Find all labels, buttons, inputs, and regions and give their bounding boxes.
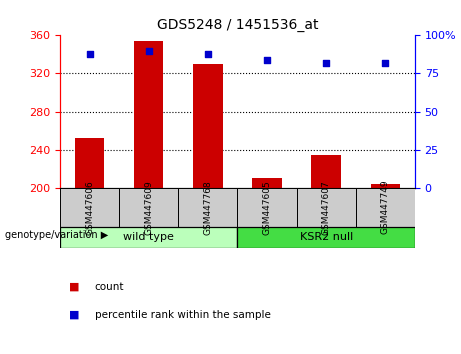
Point xyxy=(322,60,330,65)
Point xyxy=(263,57,271,63)
Text: count: count xyxy=(95,282,124,292)
Bar xyxy=(311,155,341,188)
Bar xyxy=(178,188,237,227)
Bar xyxy=(237,188,296,227)
Bar xyxy=(193,64,223,188)
Title: GDS5248 / 1451536_at: GDS5248 / 1451536_at xyxy=(157,18,318,32)
Bar xyxy=(119,188,178,227)
Bar xyxy=(75,138,104,188)
Text: ■: ■ xyxy=(69,282,80,292)
Point xyxy=(86,51,93,57)
Text: wild type: wild type xyxy=(123,232,174,242)
Text: GSM447749: GSM447749 xyxy=(381,180,390,234)
Point xyxy=(382,60,389,65)
Bar xyxy=(60,227,237,248)
Bar xyxy=(296,188,356,227)
Point xyxy=(204,51,212,57)
Bar xyxy=(60,188,119,227)
Bar xyxy=(237,227,415,248)
Text: genotype/variation ▶: genotype/variation ▶ xyxy=(5,230,108,240)
Text: GSM447768: GSM447768 xyxy=(203,180,213,235)
Text: GSM447606: GSM447606 xyxy=(85,180,94,235)
Text: GSM447605: GSM447605 xyxy=(262,180,272,235)
Text: GSM447607: GSM447607 xyxy=(322,180,331,235)
Text: ■: ■ xyxy=(69,310,80,320)
Point xyxy=(145,48,152,53)
Bar xyxy=(371,184,400,188)
Bar xyxy=(134,41,164,188)
Text: KSR2 null: KSR2 null xyxy=(300,232,353,242)
Text: percentile rank within the sample: percentile rank within the sample xyxy=(95,310,271,320)
Bar xyxy=(252,178,282,188)
Text: GSM447609: GSM447609 xyxy=(144,180,153,235)
Bar xyxy=(356,188,415,227)
